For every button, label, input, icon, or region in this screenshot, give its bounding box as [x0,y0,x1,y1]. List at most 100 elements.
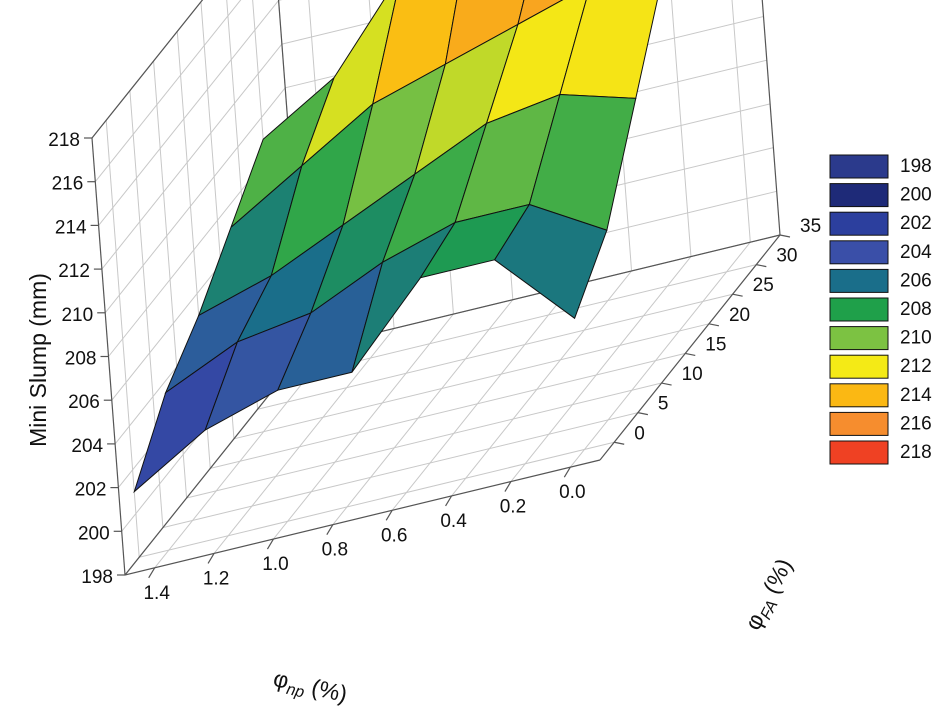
y-tick-label: 20 [729,305,750,326]
y-tick-label: 5 [658,394,669,415]
y-tick-label: 10 [682,364,703,385]
z-tick-label: 204 [71,436,103,457]
x-tick-mark [207,553,215,564]
z-axis-label: Mini Slump (mm) [25,273,51,447]
x-tick-label: 1.2 [203,568,229,589]
floor-grid-line [332,299,514,525]
wall-grid-line [94,0,242,183]
x-axis-label-sub: np [285,681,306,702]
legend-swatch [829,240,889,265]
z-tick-label: 212 [58,261,90,282]
axis-edge [599,234,781,461]
axis-edge [124,459,601,576]
y-tick-mark [685,352,696,357]
x-axis-label-unit: (%) [303,672,350,707]
z-tick-label: 200 [78,523,110,544]
y-tick-mark [708,323,720,327]
x-tick-label: 0.0 [559,482,585,503]
floor-grid-line [273,313,454,540]
surface-patch [493,203,608,320]
z-tick-label: 202 [75,480,107,501]
legend-swatch [829,411,889,436]
y-axis-label-sub: FA [758,598,782,623]
axis-edge [761,0,781,236]
legend-swatch [829,183,889,208]
y-axis-label: φFA (%) [739,554,801,636]
x-tick-label: 0.2 [500,497,526,518]
floor-grid-line [510,256,692,482]
y-tick-label: 35 [800,216,821,237]
floor-grid-line [569,241,751,468]
legend-label: 210 [900,328,932,349]
y-axis-label-unit: (%) [755,554,797,603]
legend-swatch [829,383,889,408]
floor-grid-line [391,285,573,511]
x-tick-mark [385,510,393,521]
legend-label: 202 [900,213,932,234]
wall-grid-line [104,87,286,314]
legend-swatch [829,440,889,465]
legend-label: 212 [900,356,932,377]
legend-swatch [829,268,889,293]
legend-swatch [829,354,889,379]
z-tick-label: 198 [81,567,113,588]
x-tick-label: 0.8 [322,540,348,561]
y-tick-mark [779,234,791,238]
legend-label: 216 [900,413,932,434]
legend-label: 198 [900,156,932,177]
x-axis-label-symbol: φ [271,665,291,694]
y-tick-label: 0 [634,423,645,444]
z-tick-label: 216 [52,174,84,195]
z-tick-label: 210 [61,305,93,326]
y-tick-mark [614,441,625,445]
x-tick-mark [326,524,334,535]
y-tick-mark [732,293,743,297]
legend-swatch [829,154,889,179]
floor-grid-line [233,323,710,440]
legend-label: 206 [900,270,932,291]
floor-grid-line [451,270,632,497]
x-tick-label: 0.4 [440,511,467,532]
x-tick-mark [563,466,571,478]
legend-swatch [829,297,889,322]
z-tick-label: 208 [65,349,97,370]
floor-grid-line [210,352,686,469]
floor-grid-line [186,382,662,499]
x-tick-mark [504,481,512,492]
x-tick-label: 1.4 [143,583,170,604]
x-axis-label: φnp (%) [270,665,350,711]
wall-grid-line [731,0,751,243]
legend-label: 214 [900,385,932,406]
legend-label: 218 [900,442,932,463]
axis-edge [91,0,204,139]
y-tick-label: 30 [776,246,797,267]
legend-label: 208 [900,299,932,320]
floor-grid-line [162,412,639,529]
legend-label: 204 [900,242,932,263]
floor-grid-line [257,293,733,410]
x-tick-mark [148,567,156,579]
y-tick-label: 15 [705,334,726,355]
axis-edge [91,137,126,576]
y-tick-mark [756,264,767,268]
z-tick-label: 206 [68,392,100,413]
z-tick-label: 214 [55,217,87,238]
x-tick-mark [266,538,274,550]
y-tick-mark [661,382,672,386]
y-tick-mark [637,412,649,416]
x-tick-mark [445,495,453,507]
wall-grid-line [281,0,467,45]
y-tick-label: 25 [753,275,774,296]
z-tick-label: 218 [48,130,80,151]
floor-grid-line [213,328,395,554]
floor-grid-line [139,441,615,558]
wall-grid-line [91,0,204,139]
x-tick-label: 1.0 [262,554,288,575]
legend-swatch [829,326,889,351]
wall-grid-line [98,0,279,226]
legend-swatch [829,211,889,236]
x-tick-label: 0.6 [381,525,407,546]
wall-grid-line [101,43,283,270]
legend-label: 200 [900,185,932,206]
